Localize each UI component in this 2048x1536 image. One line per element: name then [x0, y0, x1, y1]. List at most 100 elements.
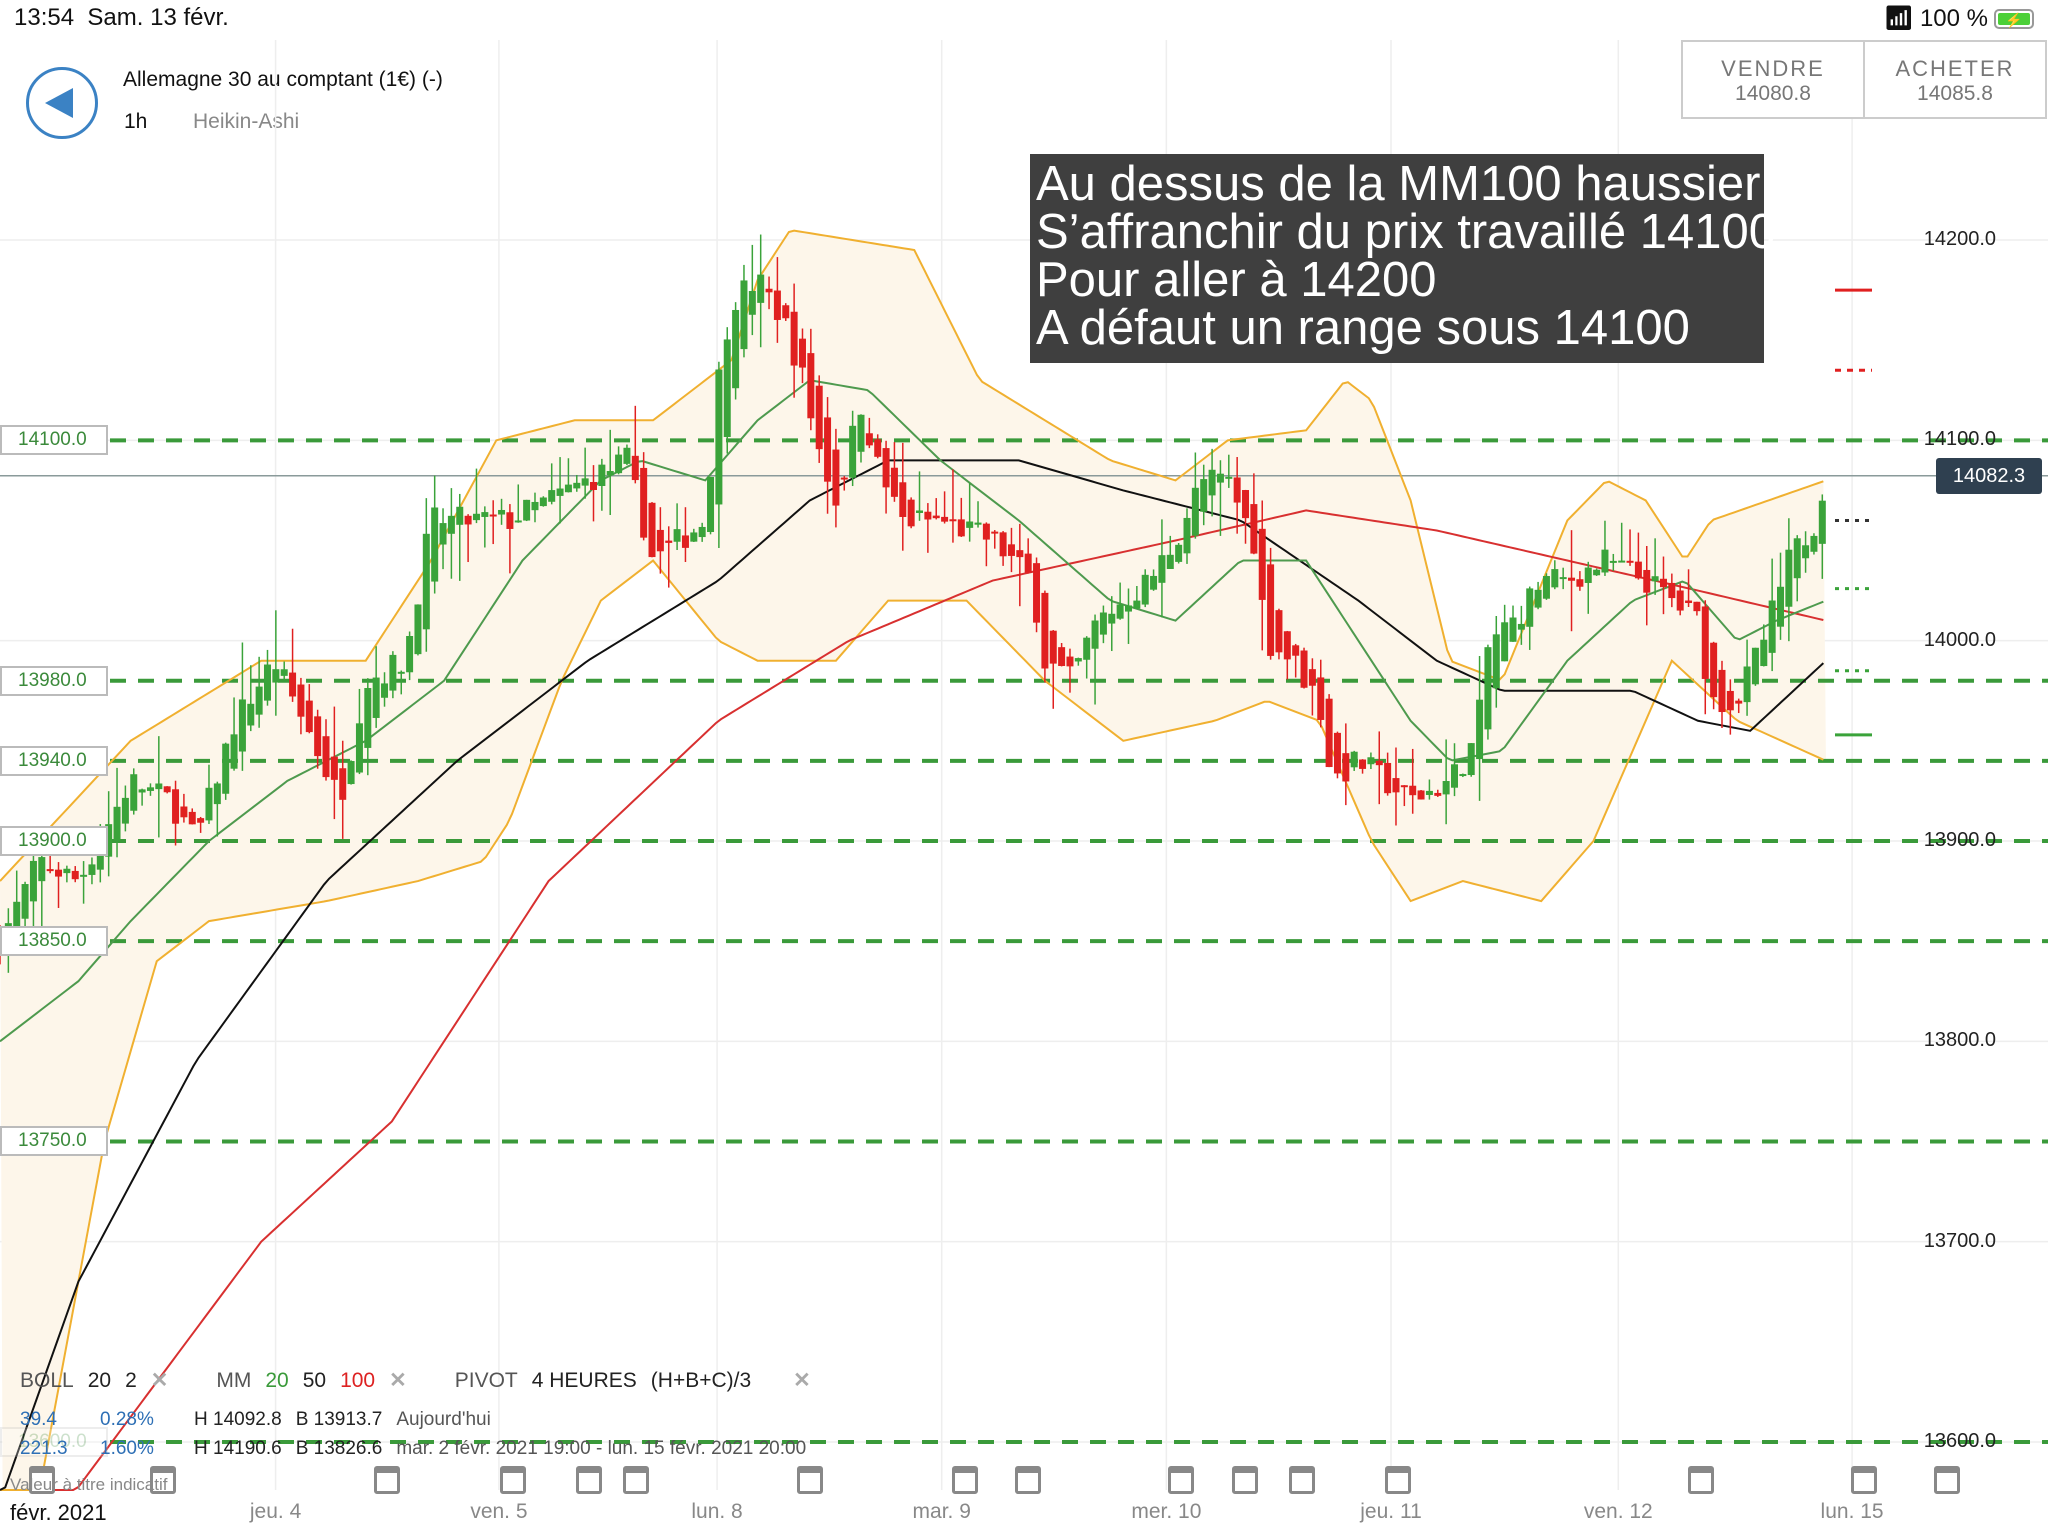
candle-up [1133, 600, 1141, 609]
candle-down [1292, 645, 1300, 656]
candle-down [1726, 690, 1734, 711]
level-label[interactable]: 13850.0 [0, 926, 108, 957]
stats-row-today: 39.4 0.28% H 14092.8 B 13913.7 Aujourd'h… [20, 1409, 491, 1431]
calendar-icon[interactable] [796, 1466, 823, 1494]
candle-up [130, 774, 138, 811]
status-time: 13:54 Sam. 13 févr. [14, 4, 229, 31]
candle-up [673, 529, 681, 542]
level-label[interactable]: 13600.0 [0, 1426, 108, 1457]
calendar-icon[interactable] [150, 1466, 177, 1494]
candle-down [1685, 600, 1693, 604]
candle-up [1584, 567, 1592, 583]
candle-up [29, 860, 37, 902]
candle-down [1007, 544, 1015, 556]
change-value: 39.4 [20, 1409, 57, 1430]
mm20-line [0, 379, 1824, 1043]
pivot-name[interactable]: PIVOT [454, 1368, 518, 1392]
calendar-icon[interactable] [1167, 1466, 1194, 1494]
candle-up [205, 787, 213, 821]
candle-up [548, 490, 556, 502]
close-x-icon[interactable]: ✕ [389, 1369, 407, 1392]
candle-up [105, 824, 113, 857]
chart-type-selector[interactable]: Heikin-Ashi [193, 110, 300, 133]
candle-down [941, 516, 949, 522]
calendar-icon[interactable] [1384, 1466, 1411, 1494]
candle-down [798, 338, 806, 368]
x-axis-label: lun. 8 [691, 1500, 743, 1523]
mm20-label: 20 [265, 1368, 289, 1392]
level-label[interactable]: 13940.0 [0, 745, 108, 776]
level-label[interactable]: 13900.0 [0, 825, 108, 856]
boll-name[interactable]: BOLL [20, 1368, 74, 1392]
candle-down [289, 672, 297, 697]
candle-down [305, 700, 313, 733]
calendar-icon[interactable] [373, 1466, 400, 1494]
buy-button[interactable]: ACHETER 14085.8 [1863, 42, 2045, 117]
candle-up [38, 857, 46, 882]
change-pct: 0.28% [100, 1409, 154, 1430]
candle-down [163, 786, 171, 793]
calendar-icon[interactable] [623, 1466, 650, 1494]
candle-down [807, 353, 815, 419]
change-value: 221.3 [20, 1438, 68, 1459]
candle-down [840, 477, 848, 480]
calendar-icon[interactable] [576, 1466, 603, 1494]
candle-down [1333, 732, 1341, 774]
close-x-icon[interactable]: ✕ [150, 1369, 169, 1392]
calendar-icon[interactable] [1231, 1466, 1258, 1494]
calendar-icon[interactable] [1014, 1466, 1041, 1494]
level-label[interactable]: 13750.0 [0, 1126, 108, 1157]
y-axis-tick: 13900.0 [1923, 828, 1996, 851]
sell-button[interactable]: VENDRE 14080.8 [1683, 42, 1863, 117]
candle-down [899, 482, 907, 517]
close-x-icon[interactable]: ✕ [793, 1369, 811, 1392]
candle-up [1150, 575, 1158, 590]
candle-up [1559, 577, 1567, 580]
candle-down [1359, 759, 1367, 769]
period-label: Aujourd'hui [396, 1409, 491, 1430]
calendar-icon[interactable] [1289, 1466, 1316, 1494]
candle-up [857, 414, 865, 452]
candle-down [949, 519, 957, 522]
battery-percent: 100 % [1919, 4, 1988, 32]
back-button[interactable] [26, 67, 98, 139]
candle-down [1267, 564, 1275, 656]
annotation-text[interactable]: Au dessus de la MM100 haussier S’affranc… [1030, 154, 1776, 363]
calendar-icon[interactable] [1934, 1466, 1961, 1494]
candle-up [1200, 479, 1208, 512]
candle-up [539, 497, 547, 507]
candle-down [1033, 563, 1041, 623]
timeframe-selector[interactable]: 1h [124, 110, 148, 133]
candle-up [389, 654, 397, 691]
candle-up [213, 783, 221, 805]
low-value: B 13826.6 [295, 1438, 383, 1459]
candle-up [1208, 469, 1216, 496]
level-label[interactable]: 13980.0 [0, 665, 108, 696]
candle-down [1258, 528, 1266, 600]
calendar-icon[interactable] [500, 1466, 527, 1494]
candle-up [849, 425, 857, 478]
candle-down [648, 502, 656, 558]
mm-name[interactable]: MM [216, 1368, 252, 1392]
candle-down [1325, 698, 1333, 768]
candle-up [1083, 637, 1091, 660]
current-price-label: 14082.3 [1936, 457, 2042, 494]
calendar-icon[interactable] [952, 1466, 979, 1494]
candle-up [916, 510, 924, 513]
candle-up [456, 506, 464, 525]
sell-price: 14080.8 [1735, 82, 1811, 105]
indicative-note: Valeur à titre indicatif [10, 1475, 168, 1494]
candle-down [1242, 490, 1250, 519]
candle-down [1300, 650, 1308, 688]
candle-up [138, 789, 146, 793]
calendar-icon[interactable] [28, 1466, 55, 1494]
candle-down [71, 870, 79, 880]
high-value: H 14190.6 [194, 1438, 282, 1459]
candle-down [832, 449, 840, 506]
pivot-formula: (H+B+C)/3 [650, 1368, 752, 1392]
y-axis-tick: 14100.0 [1923, 428, 1996, 451]
calendar-icon[interactable] [1687, 1466, 1714, 1494]
calendar-icon[interactable] [1850, 1466, 1877, 1494]
level-label[interactable]: 14100.0 [0, 425, 108, 456]
